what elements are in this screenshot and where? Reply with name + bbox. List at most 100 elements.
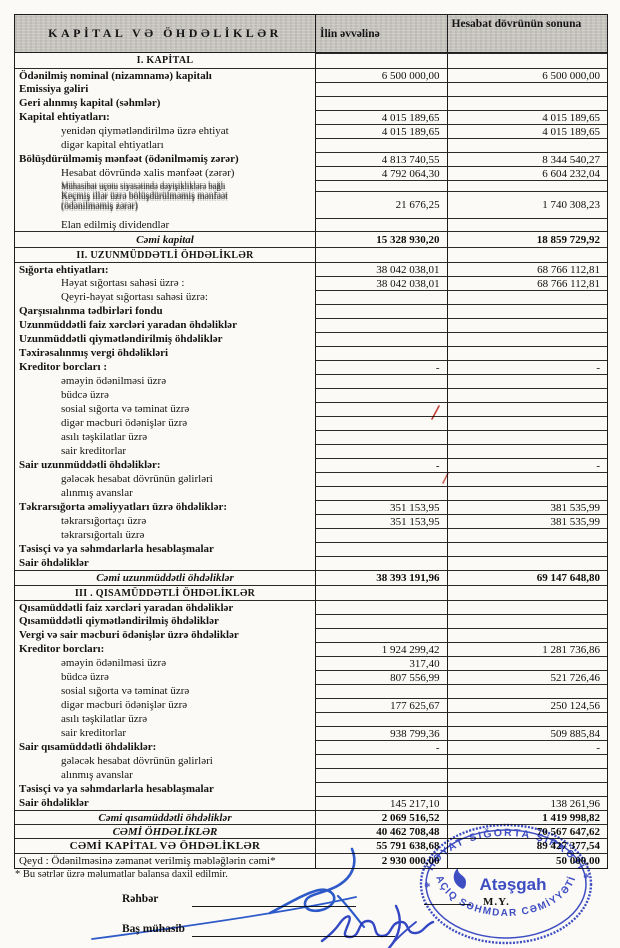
table-row: CƏMİ KAPİTAL VƏ ÖHDƏLİKLƏR 55 791 638,68… xyxy=(15,838,607,853)
value-cell-year-start: 177 625,67 xyxy=(315,698,447,712)
value-cell-year-start: 6 500 000,00 xyxy=(314,68,447,82)
table-row: Sair öhdəliklər xyxy=(15,556,607,570)
row-label-cell: yenidən qiymətləndirilmə üzrə ehtiyat xyxy=(15,124,315,138)
row-label: Geri alınmış kapital (səhmlər) xyxy=(19,97,161,109)
value-cell-year-start: 38 042 038,01 xyxy=(315,276,447,290)
table-row: Sair öhdəliklər 145 217,10 138 261,96 xyxy=(15,796,607,810)
table-row: Vergi və sair məcburi ödənişlər üzrə öhd… xyxy=(15,628,607,642)
row-label-cell: alınmış avanslar xyxy=(15,768,315,782)
row-label-cell: Təsisçi və ya səhmdarlarla hesablaşmalar xyxy=(15,782,315,796)
value-year-start: 351 153,95 xyxy=(390,501,440,514)
value-cell-period-end: 6 604 232,04 xyxy=(446,166,607,180)
row-label: Vergi və sair məcburi ödənişlər üzrə öhd… xyxy=(19,629,239,641)
value-cell-period-end xyxy=(446,247,607,262)
value-cell-period-end xyxy=(446,472,607,486)
value-cell-year-start: 351 153,95 xyxy=(315,514,447,528)
value-cell-period-end: 250 124,56 xyxy=(446,698,607,712)
table-row: əməyin ödənilməsi üzrə 317,40 xyxy=(15,656,607,670)
row-label: sosial sığorta və təminat üzrə xyxy=(61,685,190,697)
value-year-start: - xyxy=(435,459,440,472)
value-period-end: 68 766 112,81 xyxy=(537,277,600,290)
row-label: Sair öhdəliklər xyxy=(19,797,89,809)
value-cell-year-start xyxy=(314,96,447,110)
leader-label: Rəhbər xyxy=(122,893,159,905)
row-label: alınmış avanslar xyxy=(61,487,133,499)
table-row: Təxirəsalınmış vergi öhdəlikləri xyxy=(15,346,607,360)
value-cell-period-end: 138 261,96 xyxy=(446,796,607,810)
row-label-cell: Cəmi kapital xyxy=(15,231,315,247)
row-label-cell: digər kapital ehtiyatları xyxy=(15,138,315,152)
row-label-cell: sosial sığorta və təminat üzrə xyxy=(15,402,315,416)
row-label-cell: Qısamüddətli qiymətləndirilmiş öhdəliklə… xyxy=(15,614,315,628)
value-cell-period-end: 381 535,99 xyxy=(446,500,607,514)
value-period-end: 509 885,84 xyxy=(550,727,600,740)
value-cell-period-end xyxy=(446,374,607,388)
row-label-cell: Sair öhdəliklər xyxy=(15,796,315,810)
value-year-start: 807 556,99 xyxy=(390,671,440,684)
value-year-start: 40 462 708,48 xyxy=(376,825,440,838)
row-label: Qeyri-həyat sığortası sahəsi üzrə: xyxy=(61,291,208,303)
value-cell-period-end xyxy=(446,768,607,782)
value-period-end: 6 500 000,00 xyxy=(542,69,600,82)
table-row: III . QISAMÜDDƏTLİ ÖHDƏLİKLƏR xyxy=(15,585,607,600)
value-cell-year-start xyxy=(314,542,447,556)
row-label: Sair qısamüddətli öhdəliklər: xyxy=(19,741,157,753)
table-row: Qısamüddətli qiymətləndirilmiş öhdəliklə… xyxy=(15,614,607,628)
table-row: Sair qısamüddətli öhdəliklər: - - xyxy=(15,740,607,754)
row-label-cell: I. KAPİTAL xyxy=(15,53,315,68)
value-period-end: 70 567 647,62 xyxy=(536,825,600,838)
row-label: digər məcburi ödənişlər üzrə xyxy=(61,417,188,429)
value-cell-year-start xyxy=(314,628,447,642)
value-cell-period-end xyxy=(446,332,607,346)
row-label-cell: Keçmiş illər üzrə bölüşdürülməmiş mənfəə… xyxy=(15,191,315,218)
row-label-cell: asılı təşkilatlar üzrə xyxy=(15,430,315,444)
seal-line xyxy=(424,904,471,905)
row-label-cell: Qısamüddətli faiz xərcləri yaradan öhdəl… xyxy=(15,600,315,614)
table-row: Ödənilmiş nominal (nizamnamə) kapitalı 6… xyxy=(15,68,607,82)
row-label: Cəmi kapital xyxy=(136,233,194,246)
table-row: sosial sığorta və təminat üzrə xyxy=(15,402,607,416)
row-label: II. UZUNMÜDDƏTLİ ÖHDƏLİKLƏR xyxy=(76,249,254,261)
row-label-cell: Sair qısamüddətli öhdəliklər: xyxy=(15,740,315,754)
row-label: gələcək hesabat dövrünün gəlirləri xyxy=(61,473,213,485)
row-label-cell: təkrarsığortalı üzrə xyxy=(15,528,315,542)
row-label: Cəmi uzunmüddətli öhdəliklər xyxy=(96,572,234,584)
row-label-cell: CƏMİ ÖHDƏLİKLƏR xyxy=(15,824,315,838)
value-cell-year-start: 4 792 064,30 xyxy=(315,166,447,180)
value-cell-year-start xyxy=(315,402,447,416)
row-label: Təsisçi və ya səhmdarlarla hesablaşmalar xyxy=(19,783,214,795)
row-label: Qısamüddətli faiz xərcləri yaradan öhdəl… xyxy=(19,601,234,614)
value-cell-year-start: 317,40 xyxy=(315,656,447,670)
row-label-cell: Qeyri-həyat sığortası sahəsi üzrə: xyxy=(15,290,315,304)
table-row: təkrarsığortaçı üzrə 351 153,95 381 535,… xyxy=(15,514,607,528)
value-cell-year-start xyxy=(315,684,447,698)
table-row: gələcək hesabat dövrünün gəlirləri xyxy=(15,472,607,486)
value-year-start: 1 924 299,42 xyxy=(381,643,440,656)
footnote: * Bu sətrlər üzrə məlumatlar balansa dax… xyxy=(15,869,228,880)
table-row: asılı təşkilatlar üzrə xyxy=(15,712,607,726)
row-label: Keçmiş illər üzrə bölüşdürülməmiş mənfəə… xyxy=(61,192,228,202)
value-year-start: 4 813 740,55 xyxy=(381,153,440,166)
stamp-star-left: * xyxy=(424,879,431,894)
row-label: əməyin ödənilməsi üzrə xyxy=(61,375,167,387)
value-cell-period-end xyxy=(446,754,607,768)
table-row: büdcə üzrə xyxy=(15,388,607,402)
value-cell-year-start: 21 676,25 xyxy=(315,191,447,218)
row-label: CƏMİ ÖHDƏLİKLƏR xyxy=(112,825,218,838)
value-period-end: 89 427 377,54 xyxy=(536,840,600,852)
value-cell-year-start: 351 153,95 xyxy=(314,500,447,514)
value-cell-period-end xyxy=(446,628,607,642)
table-row: Təsisçi və ya səhmdarlarla hesablaşmalar xyxy=(15,782,607,796)
table-row: Qısamüddətli faiz xərcləri yaradan öhdəl… xyxy=(15,600,607,614)
value-year-start: 351 153,95 xyxy=(390,515,440,528)
header-capital-liabilities: KAPİTAL VƏ ÖHDƏLİKLƏR xyxy=(48,26,282,40)
row-label: Sair uzunmüddətli öhdəliklər: xyxy=(19,459,161,471)
row-label-cell: digər məcburi ödənişlər üzrə xyxy=(15,698,315,712)
value-year-start: 4 015 189,65 xyxy=(381,111,440,124)
table-row: Elan edilmiş dividendlər xyxy=(15,218,607,231)
row-label-cell: Kreditor borcları : xyxy=(15,360,315,374)
row-label-cell: III . QISAMÜDDƏTLİ ÖHDƏLİKLƏR xyxy=(15,585,315,600)
value-cell-period-end xyxy=(446,138,607,152)
row-label: gələcək hesabat dövrünün gəlirləri xyxy=(61,755,213,767)
row-label: alınmış avanslar xyxy=(61,769,133,781)
